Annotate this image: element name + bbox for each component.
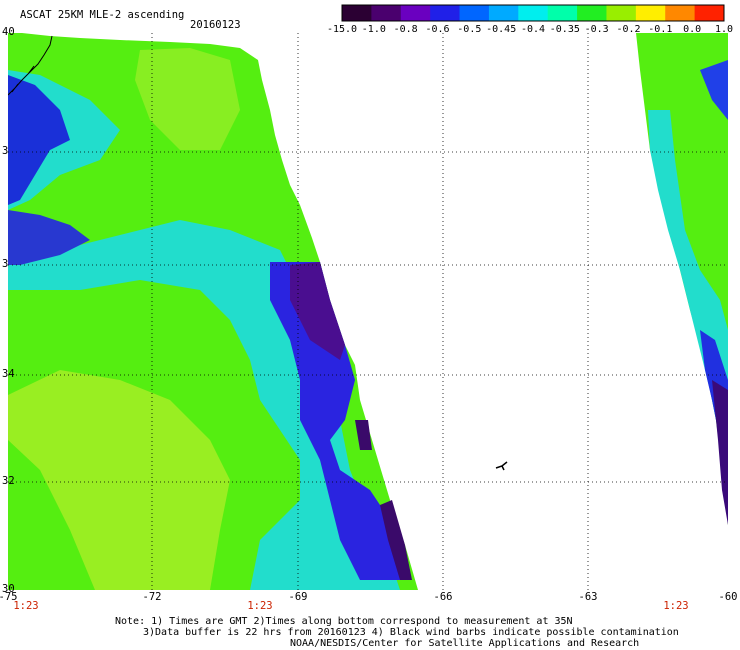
colorbar-swatch bbox=[606, 5, 637, 21]
right-swath bbox=[636, 33, 728, 525]
longitude-label: -60 bbox=[719, 591, 738, 603]
grid bbox=[8, 33, 728, 590]
latitude-label: 40 bbox=[2, 26, 15, 38]
note-line-1: Note: 1) Times are GMT 2)Times along bot… bbox=[115, 616, 573, 627]
colorbar-swatch bbox=[371, 5, 402, 21]
colorbar-swatch bbox=[459, 5, 490, 21]
colorbar-swatch bbox=[577, 5, 607, 21]
colorbar-swatch bbox=[665, 5, 696, 21]
time-label: 1:23 bbox=[13, 600, 38, 612]
colorbar-swatch bbox=[694, 5, 725, 21]
longitude-label: -66 bbox=[434, 591, 453, 603]
right-swath-cyan bbox=[648, 110, 728, 480]
colorbar-tick-label: 1.0 bbox=[715, 24, 733, 35]
colorbar-frame bbox=[341, 4, 725, 22]
longitude-label: -63 bbox=[579, 591, 598, 603]
wind-barb bbox=[495, 461, 508, 471]
colorbar-swatch bbox=[635, 5, 666, 21]
latitude-label: 32 bbox=[2, 475, 15, 487]
time-label: 1:23 bbox=[663, 600, 688, 612]
left-swath-blue-right bbox=[270, 262, 405, 580]
colorbar-tick-label: -0.8 bbox=[394, 24, 418, 35]
left-swath-purple-edge bbox=[290, 262, 345, 360]
colorbar-swatch bbox=[430, 5, 461, 21]
colorbar-tick-label: -0.3 bbox=[585, 24, 609, 35]
colorbar-tick-label: -0.5 bbox=[457, 24, 481, 35]
colorbar-tick-label: -0.6 bbox=[425, 24, 449, 35]
left-swath-blue-top bbox=[8, 75, 70, 205]
left-swath-purple-edge-3 bbox=[380, 500, 412, 580]
colorbar: -15.0 -1.0 -0.8 -0.6 -0.5 -0.45 -0.4 -0.35 -0.3-… bbox=[327, 4, 733, 35]
latitude-label: 34 bbox=[2, 368, 15, 380]
latitude-label: 3 bbox=[2, 258, 8, 270]
colorbar-swatch bbox=[342, 5, 372, 21]
left-swath-light-zone-2 bbox=[135, 48, 240, 150]
latitude-label: 30 bbox=[2, 583, 15, 595]
colorbar-swatch bbox=[400, 5, 431, 21]
left-swath-blue-mid bbox=[8, 210, 90, 265]
colorbar-tick-label: -15.0 bbox=[327, 24, 357, 35]
map-title: ASCAT 25KM MLE-2 ascending bbox=[20, 9, 185, 21]
note-line-2: 3)Data buffer is 22 hrs from 20160123 4)… bbox=[143, 627, 679, 638]
coastline bbox=[8, 35, 53, 96]
longitude-label: -72 bbox=[143, 591, 162, 603]
time-label: 1:23 bbox=[247, 600, 272, 612]
colorbar-swatch bbox=[518, 5, 549, 21]
note-line-3: NOAA/NESDIS/Center for Satellite Applica… bbox=[290, 638, 640, 649]
colorbar-tick-label: -0.1 bbox=[648, 24, 672, 35]
right-swath-purple bbox=[712, 380, 728, 525]
colorbar-tick-label: 0.0 bbox=[683, 24, 701, 35]
colorbar-tick-label: -0.45 bbox=[486, 24, 516, 35]
left-swath-light-zone bbox=[8, 370, 230, 590]
colorbar-swatch bbox=[547, 5, 578, 21]
axis-labels: -75 -72 -69 -66 -63 -60 40 3 3 34 32 30 1:23 1:23 1:23 bbox=[0, 26, 737, 612]
colorbar-tick-label: -0.2 bbox=[616, 24, 640, 35]
left-swath-purple-edge-2 bbox=[355, 420, 372, 450]
right-swath-blue bbox=[700, 60, 728, 120]
colorbar-tick-label: -0.35 bbox=[550, 24, 580, 35]
longitude-label: -75 bbox=[0, 591, 17, 603]
colorbar-tick-label: -0.4 bbox=[521, 24, 545, 35]
latitude-label: 3 bbox=[2, 145, 8, 157]
colorbar-swatch bbox=[488, 5, 519, 21]
longitude-label: -69 bbox=[289, 591, 308, 603]
map-date: 20160123 bbox=[190, 19, 241, 31]
colorbar-tick-label: -1.0 bbox=[362, 24, 386, 35]
